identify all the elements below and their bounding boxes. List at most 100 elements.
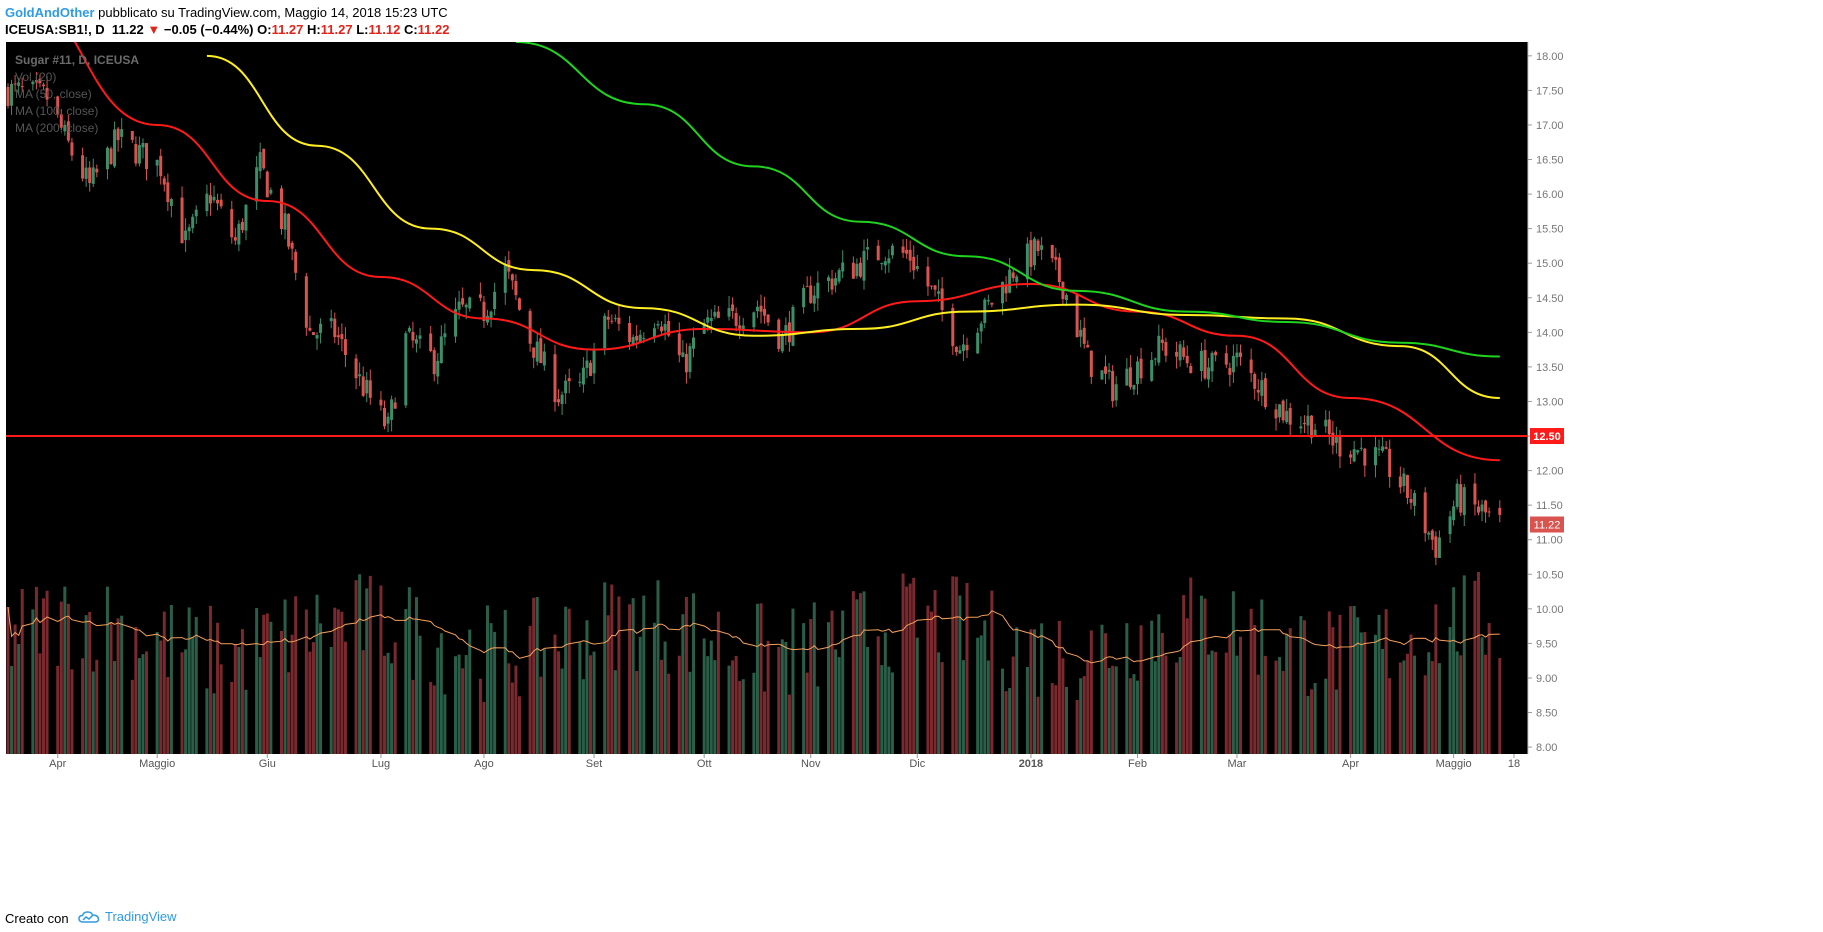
volume-bar xyxy=(780,639,784,754)
author-link[interactable]: GoldAndOther xyxy=(5,5,95,20)
candle-body xyxy=(681,352,685,357)
candle-body xyxy=(510,274,514,281)
volume-bar xyxy=(887,666,891,754)
volume-bar xyxy=(1064,686,1068,754)
volume-bar xyxy=(486,605,490,754)
volume-bar xyxy=(1082,676,1086,754)
volume-bar xyxy=(1203,598,1207,754)
close-label: C: xyxy=(403,22,418,37)
volume-bar xyxy=(635,671,639,754)
candle-body xyxy=(1430,530,1434,540)
volume-bar xyxy=(905,586,909,754)
tradingview-link[interactable]: TradingView xyxy=(78,909,177,924)
volume-bar xyxy=(660,659,664,754)
volume-bar xyxy=(1050,683,1054,754)
volume-bar xyxy=(145,651,149,754)
candle-body xyxy=(560,394,564,405)
volume-bar xyxy=(383,655,386,754)
ma50-line xyxy=(73,42,1500,462)
price-tick-label: 16.50 xyxy=(1536,155,1564,167)
price-tick-label: 15.00 xyxy=(1536,258,1564,270)
candle-body xyxy=(56,96,60,115)
candle-body xyxy=(262,148,266,169)
chart-area[interactable]: 8.00 8.50 9.00 9.50 10.00 10.50 11.00 11.50 12.0… xyxy=(0,42,1823,904)
candle-body xyxy=(1462,487,1466,516)
candle-body xyxy=(890,245,894,256)
candle-body xyxy=(461,298,465,305)
volume-bar xyxy=(1150,620,1154,754)
candle-body xyxy=(120,129,124,137)
volume-bar xyxy=(1132,674,1136,754)
volume-bar xyxy=(908,583,912,754)
volume-bar xyxy=(791,608,795,754)
candle-body xyxy=(759,305,763,312)
down-arrow-icon: ▼ xyxy=(147,22,161,37)
volume-bar xyxy=(1207,654,1211,754)
volume-bar xyxy=(1224,652,1228,754)
candle-body xyxy=(166,182,170,203)
volume-bar xyxy=(454,656,458,754)
volume-bar xyxy=(66,603,70,754)
volume-bar xyxy=(1388,678,1392,754)
volume-bar xyxy=(461,668,465,754)
volume-bar xyxy=(755,603,759,754)
candle-body xyxy=(741,325,745,331)
time-tick-label: Set xyxy=(586,758,603,770)
candle-body xyxy=(1413,493,1417,506)
price-chart-svg[interactable]: 8.00 8.50 9.00 9.50 10.00 10.50 11.00 11.50 12.0… xyxy=(0,42,1823,904)
legend-volume: Vol (20) xyxy=(15,70,57,84)
candle-body xyxy=(692,337,696,349)
candle-body xyxy=(1214,351,1218,356)
candle-body xyxy=(418,335,422,339)
volume-bar xyxy=(1228,634,1232,754)
volume-bar xyxy=(1434,604,1438,754)
volume-bar xyxy=(1324,678,1328,754)
candle-body xyxy=(557,399,561,403)
candle-body xyxy=(42,84,46,87)
candle-body xyxy=(652,328,656,338)
volume-bar xyxy=(912,577,916,754)
volume-bar xyxy=(926,605,930,754)
volume-bar xyxy=(709,640,713,754)
candle-body xyxy=(709,318,713,322)
candle-body xyxy=(244,204,248,231)
candle-body xyxy=(841,262,845,272)
candle-body xyxy=(1448,516,1452,535)
volume-bar xyxy=(958,595,962,754)
candle-body xyxy=(336,335,340,338)
volume-bar xyxy=(1331,627,1335,754)
candle-body xyxy=(390,399,394,420)
volume-bar xyxy=(816,686,820,754)
volume-bar xyxy=(1381,648,1385,754)
volume-bar xyxy=(1377,614,1381,754)
volume-bar xyxy=(1334,689,1338,754)
volume-bar xyxy=(954,576,958,754)
volume-bar xyxy=(1413,655,1417,754)
candle-body xyxy=(1363,448,1367,466)
volume-bar xyxy=(560,668,564,754)
volume-bar xyxy=(283,599,287,754)
candle-body xyxy=(240,221,244,230)
candle-body xyxy=(1313,429,1317,436)
candle-body xyxy=(294,251,298,273)
candle-body xyxy=(855,263,859,277)
chart-footer: Creato con TradingView xyxy=(0,904,1823,932)
candle-body xyxy=(386,416,390,424)
volume-bar xyxy=(937,652,941,754)
candle-body xyxy=(454,309,458,337)
candle-body xyxy=(130,130,134,140)
volume-bar xyxy=(564,606,568,754)
volume-bar xyxy=(933,590,937,754)
time-tick-label: Nov xyxy=(801,758,821,770)
candle-body xyxy=(958,350,962,354)
candle-body xyxy=(1203,350,1207,379)
legend-ma200: MA (200, close) xyxy=(15,121,99,135)
volume-bar xyxy=(613,670,617,754)
candle-body xyxy=(63,124,67,132)
price-tick-label: 8.50 xyxy=(1536,708,1557,720)
candle-body xyxy=(383,407,386,427)
volume-bar xyxy=(628,604,632,754)
volume-bar xyxy=(361,650,365,754)
candle-body xyxy=(517,298,521,310)
volume-bar xyxy=(464,655,468,754)
